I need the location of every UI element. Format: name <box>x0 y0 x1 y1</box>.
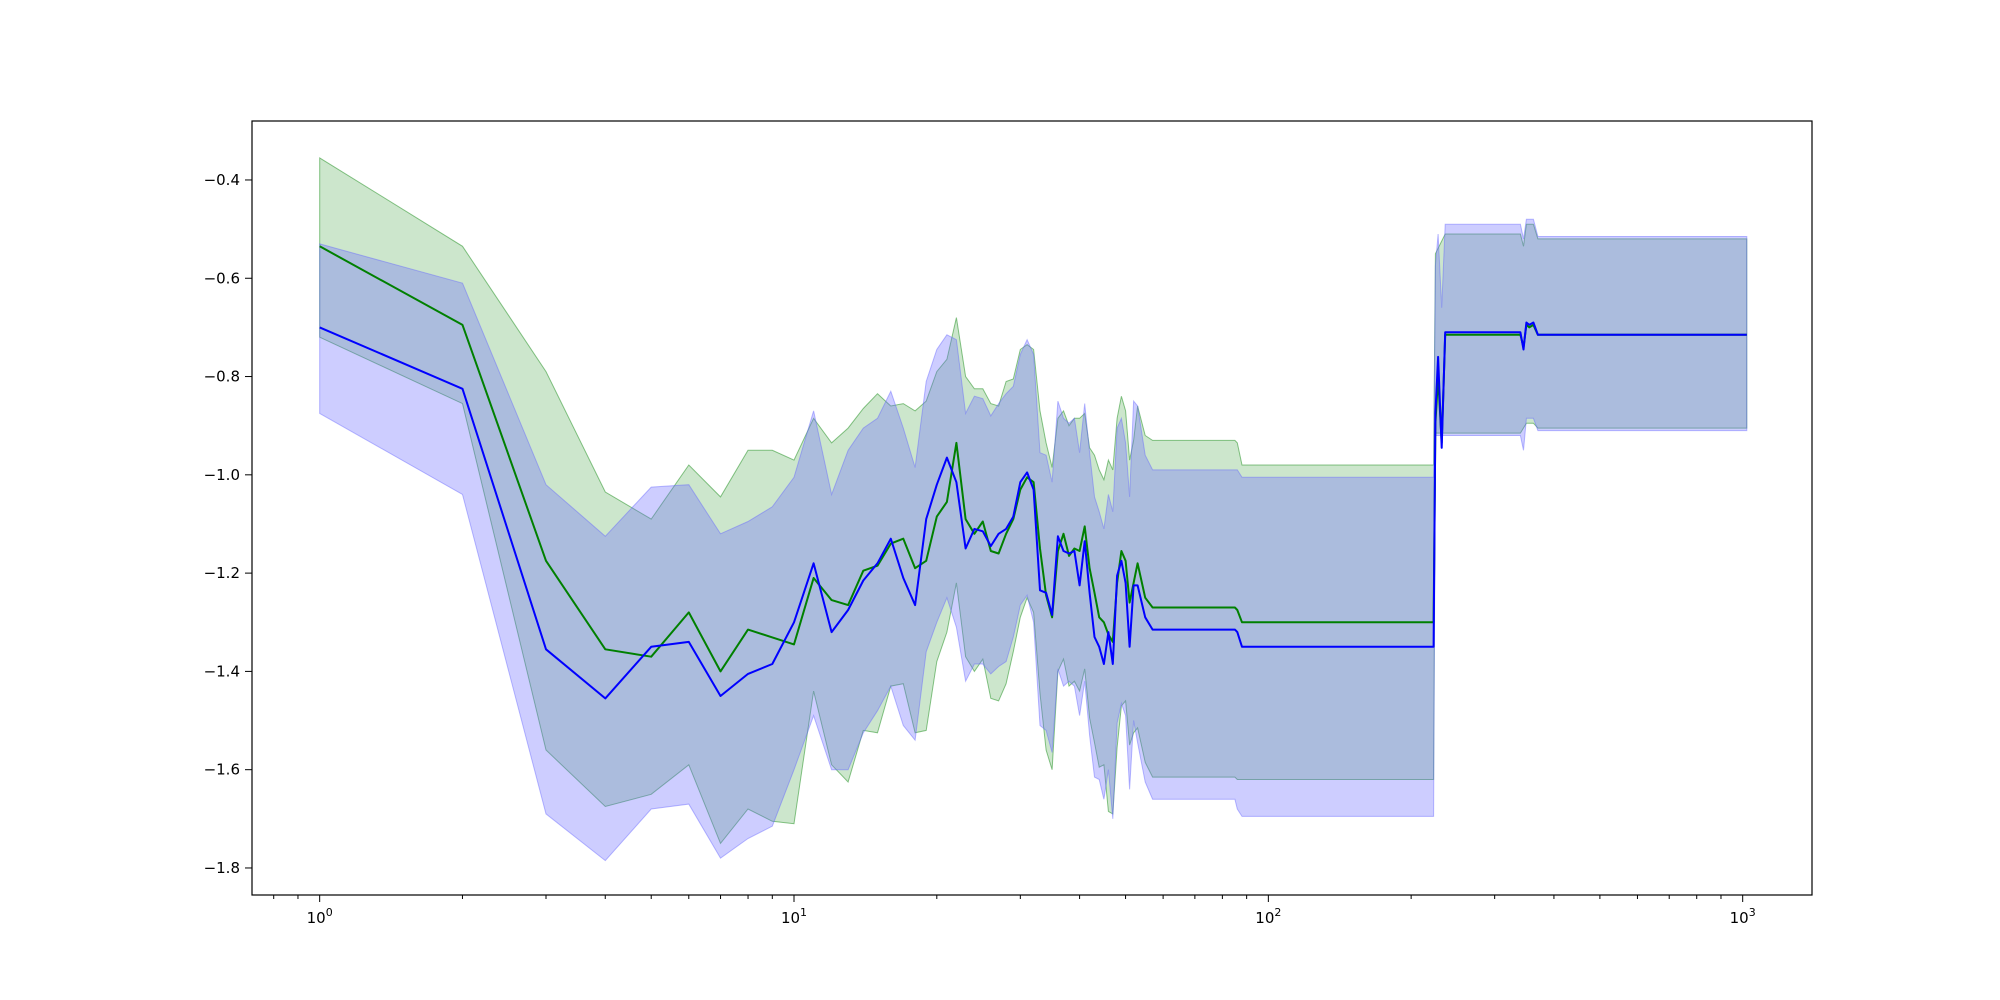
plot-frame <box>251 120 1813 896</box>
x-tick-label: 101 <box>781 906 807 927</box>
confidence-band-1 <box>319 157 1748 845</box>
y-tick-label: −1.2 <box>204 564 240 582</box>
y-tick-label: −0.6 <box>204 269 240 287</box>
x-tick-label: 100 <box>307 906 333 927</box>
y-tick-label: −1.8 <box>204 859 240 877</box>
x-axis: 100 101 102 103 <box>273 895 1756 927</box>
confidence-bands <box>319 157 1748 862</box>
confidence-band-2 <box>319 218 1748 862</box>
x-tick-label: 102 <box>1255 906 1281 927</box>
mean-line-2 <box>319 321 1747 700</box>
y-tick-label: −1.4 <box>204 662 240 680</box>
x-tick-label: 103 <box>1730 906 1756 927</box>
y-axis: −0.4 −0.6 −0.8 −1.0 −1.2 −1.4 −1.6 −1.8 <box>204 171 252 877</box>
y-tick-label: −0.4 <box>204 171 240 189</box>
y-tick-label: −1.0 <box>204 466 240 484</box>
y-tick-label: −0.8 <box>204 368 240 386</box>
mean-lines <box>319 245 1747 700</box>
y-tick-label: −1.6 <box>204 761 240 779</box>
mean-line-1 <box>319 245 1747 673</box>
